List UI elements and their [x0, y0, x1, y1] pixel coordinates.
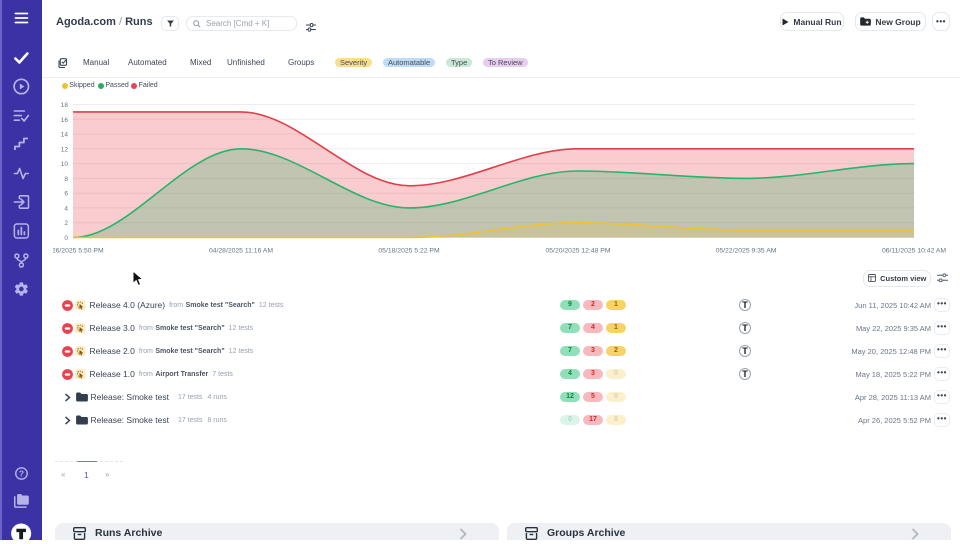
svg-text:04/28/2025 11:16 AM: 04/28/2025 11:16 AM	[209, 248, 273, 255]
svg-text:16: 16	[61, 117, 69, 124]
svg-text:8: 8	[64, 176, 68, 183]
svg-text:10: 10	[61, 161, 69, 168]
svg-text:05/18/2025 5:22 PM: 05/18/2025 5:22 PM	[378, 248, 440, 255]
svg-text:04/26/2025 5:50 PM: 04/26/2025 5:50 PM	[42, 248, 104, 255]
svg-text:18: 18	[61, 102, 69, 109]
svg-text:6: 6	[64, 191, 68, 198]
svg-text:?: ?	[19, 468, 24, 478]
svg-text:05/22/2025 9:35 AM: 05/22/2025 9:35 AM	[716, 248, 777, 255]
svg-text:06/11/2025 10:42 AM: 06/11/2025 10:42 AM	[882, 248, 946, 255]
svg-text:2: 2	[64, 220, 68, 227]
svg-text:0: 0	[64, 235, 68, 242]
svg-text:12: 12	[61, 146, 69, 153]
svg-text:05/20/2025 12:48 PM: 05/20/2025 12:48 PM	[546, 248, 611, 255]
svg-text:4: 4	[64, 205, 68, 212]
svg-text:14: 14	[61, 132, 69, 139]
